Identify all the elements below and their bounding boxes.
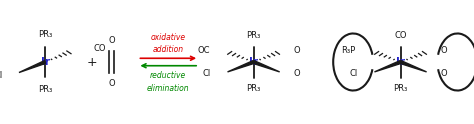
Text: +: +: [87, 56, 98, 68]
Text: CO: CO: [94, 44, 106, 53]
Text: O: O: [294, 46, 301, 55]
Text: Cl: Cl: [350, 69, 358, 78]
Text: CO: CO: [394, 31, 407, 40]
Text: O: O: [441, 69, 447, 78]
Text: PR₃: PR₃: [38, 85, 52, 94]
Text: Cl: Cl: [0, 71, 2, 80]
Text: O: O: [294, 69, 301, 78]
Polygon shape: [400, 61, 427, 72]
Text: Cl: Cl: [203, 69, 211, 78]
Text: elimination: elimination: [147, 84, 190, 93]
Text: O: O: [108, 79, 115, 88]
Polygon shape: [253, 61, 280, 72]
Text: PR₃: PR₃: [246, 84, 261, 93]
Text: addition: addition: [153, 45, 184, 54]
Text: O: O: [108, 36, 115, 45]
Text: PR₃: PR₃: [38, 30, 52, 39]
Polygon shape: [228, 61, 254, 72]
Text: Ir: Ir: [249, 57, 258, 67]
Text: R₃P: R₃P: [341, 46, 356, 55]
Text: O: O: [441, 46, 447, 55]
Text: PR₃: PR₃: [246, 31, 261, 40]
Text: PR₃: PR₃: [393, 84, 408, 93]
Polygon shape: [19, 61, 46, 73]
Polygon shape: [374, 61, 401, 72]
Text: oxidative: oxidative: [151, 33, 186, 42]
Text: reductive: reductive: [150, 71, 186, 80]
Text: OC: OC: [197, 46, 210, 55]
Text: Ir: Ir: [41, 57, 49, 67]
Text: Ir: Ir: [396, 57, 405, 67]
